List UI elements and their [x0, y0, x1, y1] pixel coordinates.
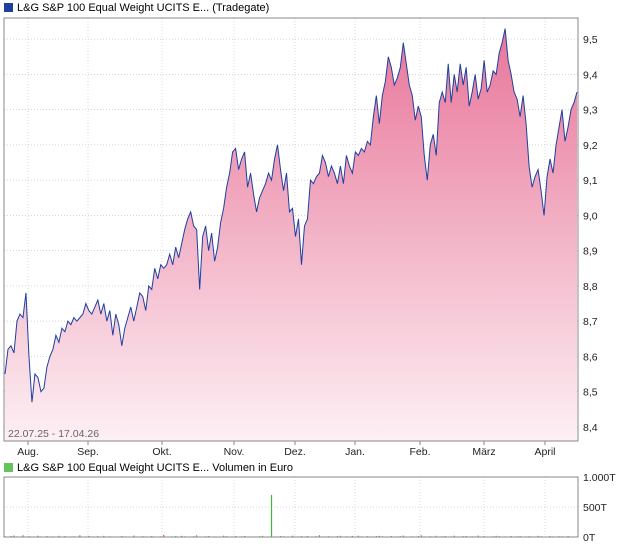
volume-bar: [477, 535, 479, 537]
price-y-tick-label: 8,5: [583, 387, 598, 399]
volume-y-tick-label: 0T: [583, 532, 596, 544]
volume-bar: [339, 535, 342, 537]
price-line: [4, 28, 578, 403]
price-chart-title: L&G S&P 100 Equal Weight UCITS E... (Tra…: [17, 2, 269, 14]
volume-bar: [495, 535, 497, 537]
volume-bar: [420, 535, 422, 537]
price-y-tick-label: 9,2: [583, 140, 598, 152]
volume-legend-swatch: [4, 463, 13, 472]
volume-bar: [510, 535, 512, 537]
volume-bar: [13, 535, 15, 537]
volume-bar: [351, 535, 353, 537]
volume-bar: [243, 535, 246, 537]
volume-bars: [4, 495, 578, 538]
volume-chart-title: L&G S&P 100 Equal Weight UCITS E... Volu…: [17, 462, 293, 474]
volume-bar: [163, 534, 165, 537]
price-y-tick-label: 9,0: [583, 210, 598, 222]
volume-y-axis: 0T 500T 1.000T: [583, 472, 616, 544]
volume-bar: [378, 535, 380, 537]
price-area: [5, 28, 577, 442]
price-y-tick-label: 8,7: [583, 316, 598, 328]
price-y-tick-label: 9,3: [583, 105, 598, 117]
volume-bar: [181, 535, 183, 537]
price-x-tick-label: Dez.: [284, 446, 306, 458]
price-x-tick-label: März: [472, 446, 495, 458]
price-x-tick-label: Nov.: [224, 446, 245, 458]
volume-bar: [208, 535, 210, 537]
date-range-label: 22.07.25 - 17.04.26: [8, 428, 99, 440]
volume-bar: [196, 535, 198, 537]
volume-bar: [291, 535, 294, 537]
price-x-tick-label: Aug.: [17, 446, 39, 458]
volume-bar: [453, 535, 455, 537]
price-x-tick-label: Okt.: [152, 446, 171, 458]
volume-bar: [318, 535, 321, 537]
volume-bar: [88, 535, 90, 537]
price-y-tick-label: 8,4: [583, 422, 598, 434]
price-y-axis: 8,4 8,5 8,6 8,7 8,8 8,9 9,0 9,1 9,2 9,3 9,4 9,5: [583, 34, 598, 434]
price-y-tick-label: 9,5: [583, 34, 598, 46]
volume-bar: [435, 535, 437, 537]
price-y-tick-label: 8,6: [583, 351, 598, 363]
price-plot-frame: [3, 17, 579, 442]
volume-bar: [10, 535, 12, 537]
volume-bar: [103, 535, 105, 537]
volume-bar: [390, 535, 392, 537]
price-x-tick-label: April: [534, 446, 555, 458]
volume-bar: [223, 535, 225, 537]
volume-bar: [357, 535, 359, 537]
volume-plot-frame: [3, 476, 579, 538]
volume-bar: [151, 535, 153, 537]
volume-bar: [306, 535, 309, 537]
volume-bar: [58, 535, 60, 537]
volume-bar: [465, 535, 467, 537]
price-x-tick-label: Jan.: [345, 446, 365, 458]
volume-bar: [22, 535, 24, 537]
price-x-tick-label: Sep.: [77, 446, 99, 458]
volume-bar: [537, 535, 539, 537]
volume-bar: [402, 535, 404, 537]
price-y-tick-label: 9,4: [583, 69, 598, 81]
volume-bar: [270, 495, 273, 537]
volume-bar: [37, 535, 39, 537]
price-y-tick-label: 8,8: [583, 281, 598, 293]
volume-bar: [79, 535, 81, 537]
volume-bar: [133, 535, 135, 537]
price-x-axis: Aug. Sep. Okt. Nov. Dez. Jan. Feb. März April: [17, 441, 556, 458]
volume-y-tick-label: 1.000T: [583, 472, 616, 484]
price-legend-swatch: [4, 3, 13, 12]
volume-y-tick-label: 500T: [583, 502, 608, 514]
volume-bar: [567, 535, 569, 537]
volume-grid: [4, 476, 578, 538]
volume-bar: [261, 535, 264, 537]
price-y-tick-label: 9,1: [583, 175, 598, 187]
price-x-tick-label: Feb.: [409, 446, 430, 458]
price-y-tick-label: 8,9: [583, 246, 598, 258]
